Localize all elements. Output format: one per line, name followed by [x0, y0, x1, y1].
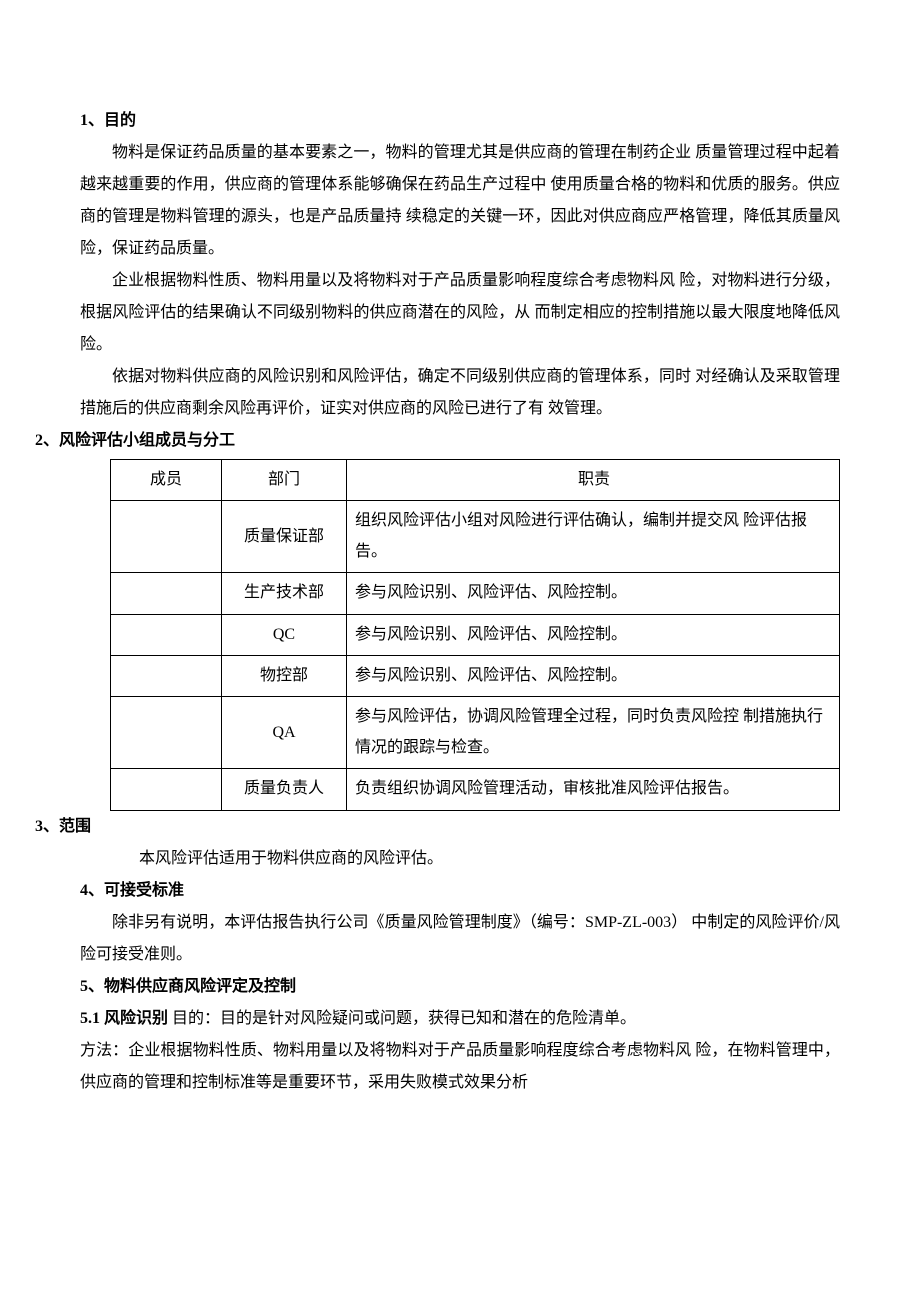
- paragraph: 物料是保证药品质量的基本要素之一，物料的管理尤其是供应商的管理在制药企业 质量管…: [80, 137, 840, 265]
- cell-resp: 参与风险评估，协调风险管理全过程，同时负责风险控 制措施执行情况的跟踪与检查。: [347, 697, 840, 769]
- cell-member: [111, 655, 222, 696]
- table-row: QC 参与风险识别、风险评估、风险控制。: [111, 614, 840, 655]
- cell-dept: 生产技术部: [222, 573, 347, 614]
- paragraph: 依据对物料供应商的风险识别和风险评估，确定不同级别供应商的管理体系，同时 对经确…: [80, 361, 840, 425]
- paragraph: 企业根据物料性质、物料用量以及将物料对于产品质量影响程度综合考虑物料风 险，对物…: [80, 265, 840, 361]
- table-row: QA 参与风险评估，协调风险管理全过程，同时负责风险控 制措施执行情况的跟踪与检…: [111, 697, 840, 769]
- cell-dept: 质量负责人: [222, 769, 347, 810]
- cell-member: [111, 501, 222, 573]
- paragraph: 本风险评估适用于物料供应商的风险评估。: [107, 843, 840, 875]
- risk-team-table: 成员 部门 职责 质量保证部 组织风险评估小组对风险进行评估确认，编制并提交风 …: [110, 459, 840, 811]
- cell-member: [111, 769, 222, 810]
- heading-s2: 2、风险评估小组成员与分工: [35, 425, 840, 457]
- cell-dept: 物控部: [222, 655, 347, 696]
- cell-resp: 组织风险评估小组对风险进行评估确认，编制并提交风 险评估报告。: [347, 501, 840, 573]
- cell-resp: 参与风险识别、风险评估、风险控制。: [347, 573, 840, 614]
- table-header-row: 成员 部门 职责: [111, 460, 840, 501]
- cell-member: [111, 573, 222, 614]
- heading-s3: 3、范围: [35, 811, 840, 843]
- paragraph: 5.1 风险识别 目的：目的是针对风险疑问或问题，获得已知和潜在的危险清单。: [80, 1003, 840, 1035]
- table-header-member: 成员: [111, 460, 222, 501]
- document-page: 1、目的 物料是保证药品质量的基本要素之一，物料的管理尤其是供应商的管理在制药企…: [0, 0, 920, 1159]
- cell-dept: 质量保证部: [222, 501, 347, 573]
- table-header-resp: 职责: [347, 460, 840, 501]
- cell-member: [111, 697, 222, 769]
- cell-resp: 参与风险识别、风险评估、风险控制。: [347, 655, 840, 696]
- table-row: 物控部 参与风险识别、风险评估、风险控制。: [111, 655, 840, 696]
- table-header-dept: 部门: [222, 460, 347, 501]
- cell-member: [111, 614, 222, 655]
- cell-dept: QC: [222, 614, 347, 655]
- paragraph: 方法：企业根据物料性质、物料用量以及将物料对于产品质量影响程度综合考虑物料风 险…: [80, 1035, 840, 1099]
- cell-dept: QA: [222, 697, 347, 769]
- sub-heading-label: 5.1 风险识别: [80, 1010, 172, 1027]
- heading-s4: 4、可接受标准: [80, 875, 840, 907]
- cell-resp: 负责组织协调风险管理活动，审核批准风险评估报告。: [347, 769, 840, 810]
- heading-s1: 1、目的: [80, 105, 840, 137]
- table-row: 质量保证部 组织风险评估小组对风险进行评估确认，编制并提交风 险评估报告。: [111, 501, 840, 573]
- table-row: 质量负责人 负责组织协调风险管理活动，审核批准风险评估报告。: [111, 769, 840, 810]
- heading-s5: 5、物料供应商风险评定及控制: [80, 971, 840, 1003]
- table-row: 生产技术部 参与风险识别、风险评估、风险控制。: [111, 573, 840, 614]
- cell-resp: 参与风险识别、风险评估、风险控制。: [347, 614, 840, 655]
- paragraph-body: 目的：目的是针对风险疑问或问题，获得已知和潜在的危险清单。: [172, 1010, 636, 1027]
- paragraph: 除非另有说明，本评估报告执行公司《质量风险管理制度》（编号：SMP-ZL-003…: [80, 907, 840, 971]
